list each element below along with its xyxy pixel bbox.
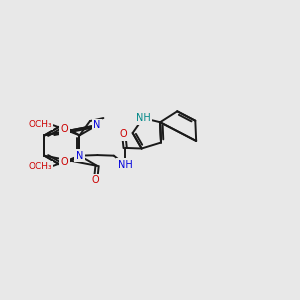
Text: OCH₃: OCH₃ — [28, 162, 52, 171]
Text: O: O — [92, 175, 99, 185]
Text: O: O — [120, 129, 127, 139]
Text: OCH₃: OCH₃ — [28, 120, 52, 129]
Text: N: N — [93, 120, 101, 130]
Text: NH: NH — [136, 113, 151, 123]
Text: N: N — [76, 151, 83, 161]
Text: O: O — [61, 157, 68, 166]
Text: O: O — [61, 124, 68, 134]
Text: NH: NH — [118, 160, 133, 170]
